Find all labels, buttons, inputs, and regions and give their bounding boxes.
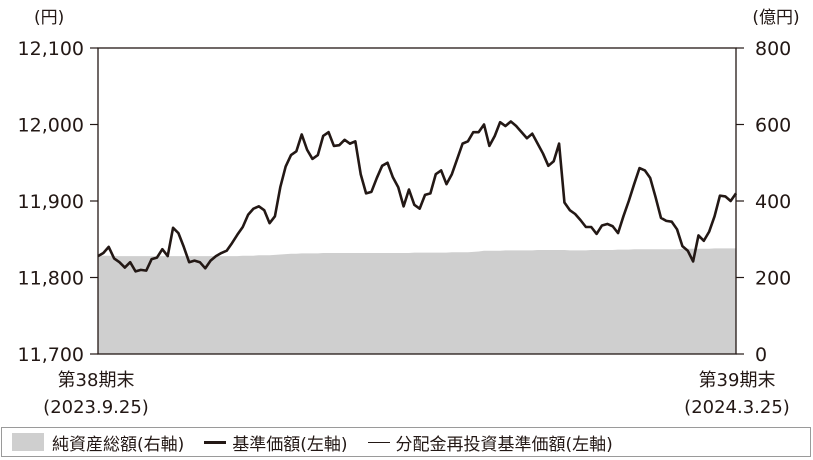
x-label-start-date: (2023.9.25) [43,397,149,418]
legend-label-reinvested: 分配金再投資基準価額(左軸) [396,430,613,455]
right-axis: 800 600 400 200 0 [736,38,791,366]
left-axis: 12,100 12,000 11,900 11,800 11,700 [18,38,98,366]
right-axis-unit: (億円) [752,8,799,28]
left-axis-unit: (円) [34,8,64,28]
chart: (円) (億円) 12,10012,00011,90011,80011,700 … [0,0,813,425]
nav-line-layer [98,121,736,271]
legend-item-reinvested: 分配金再投資基準価額(左軸) [368,430,613,455]
legend-swatch-net-assets [12,433,44,451]
legend-item-nav: 基準価額(左軸) [204,430,347,455]
left-tick-label: 12,000 [18,115,84,137]
left-tick-label: 11,700 [18,344,84,366]
legend-swatch-reinvested [368,442,390,443]
net-assets-area [98,248,736,354]
x-label-end-date: (2024.3.25) [684,397,790,418]
net-assets-area-layer [98,248,736,354]
right-tick-label: 800 [755,38,791,60]
nav-line [98,121,736,271]
x-label-end-period: 第39期末 [699,370,776,391]
right-tick-label: 200 [755,268,791,290]
legend-item-net-assets: 純資産総額(右軸) [12,430,184,455]
right-tick-label: 0 [755,344,767,366]
left-tick-label: 11,800 [18,268,84,290]
right-tick-label: 600 [755,115,791,137]
x-label-start-period: 第38期末 [58,370,135,391]
right-tick-label: 400 [755,191,791,213]
legend-label-nav: 基準価額(左軸) [232,430,347,455]
legend-label-net-assets: 純資産総額(右軸) [52,430,184,455]
left-tick-label: 12,100 [18,38,84,60]
legend: 純資産総額(右軸) 基準価額(左軸) 分配金再投資基準価額(左軸) [1,427,811,457]
left-tick-label: 11,900 [18,191,84,213]
legend-swatch-nav [204,441,226,444]
